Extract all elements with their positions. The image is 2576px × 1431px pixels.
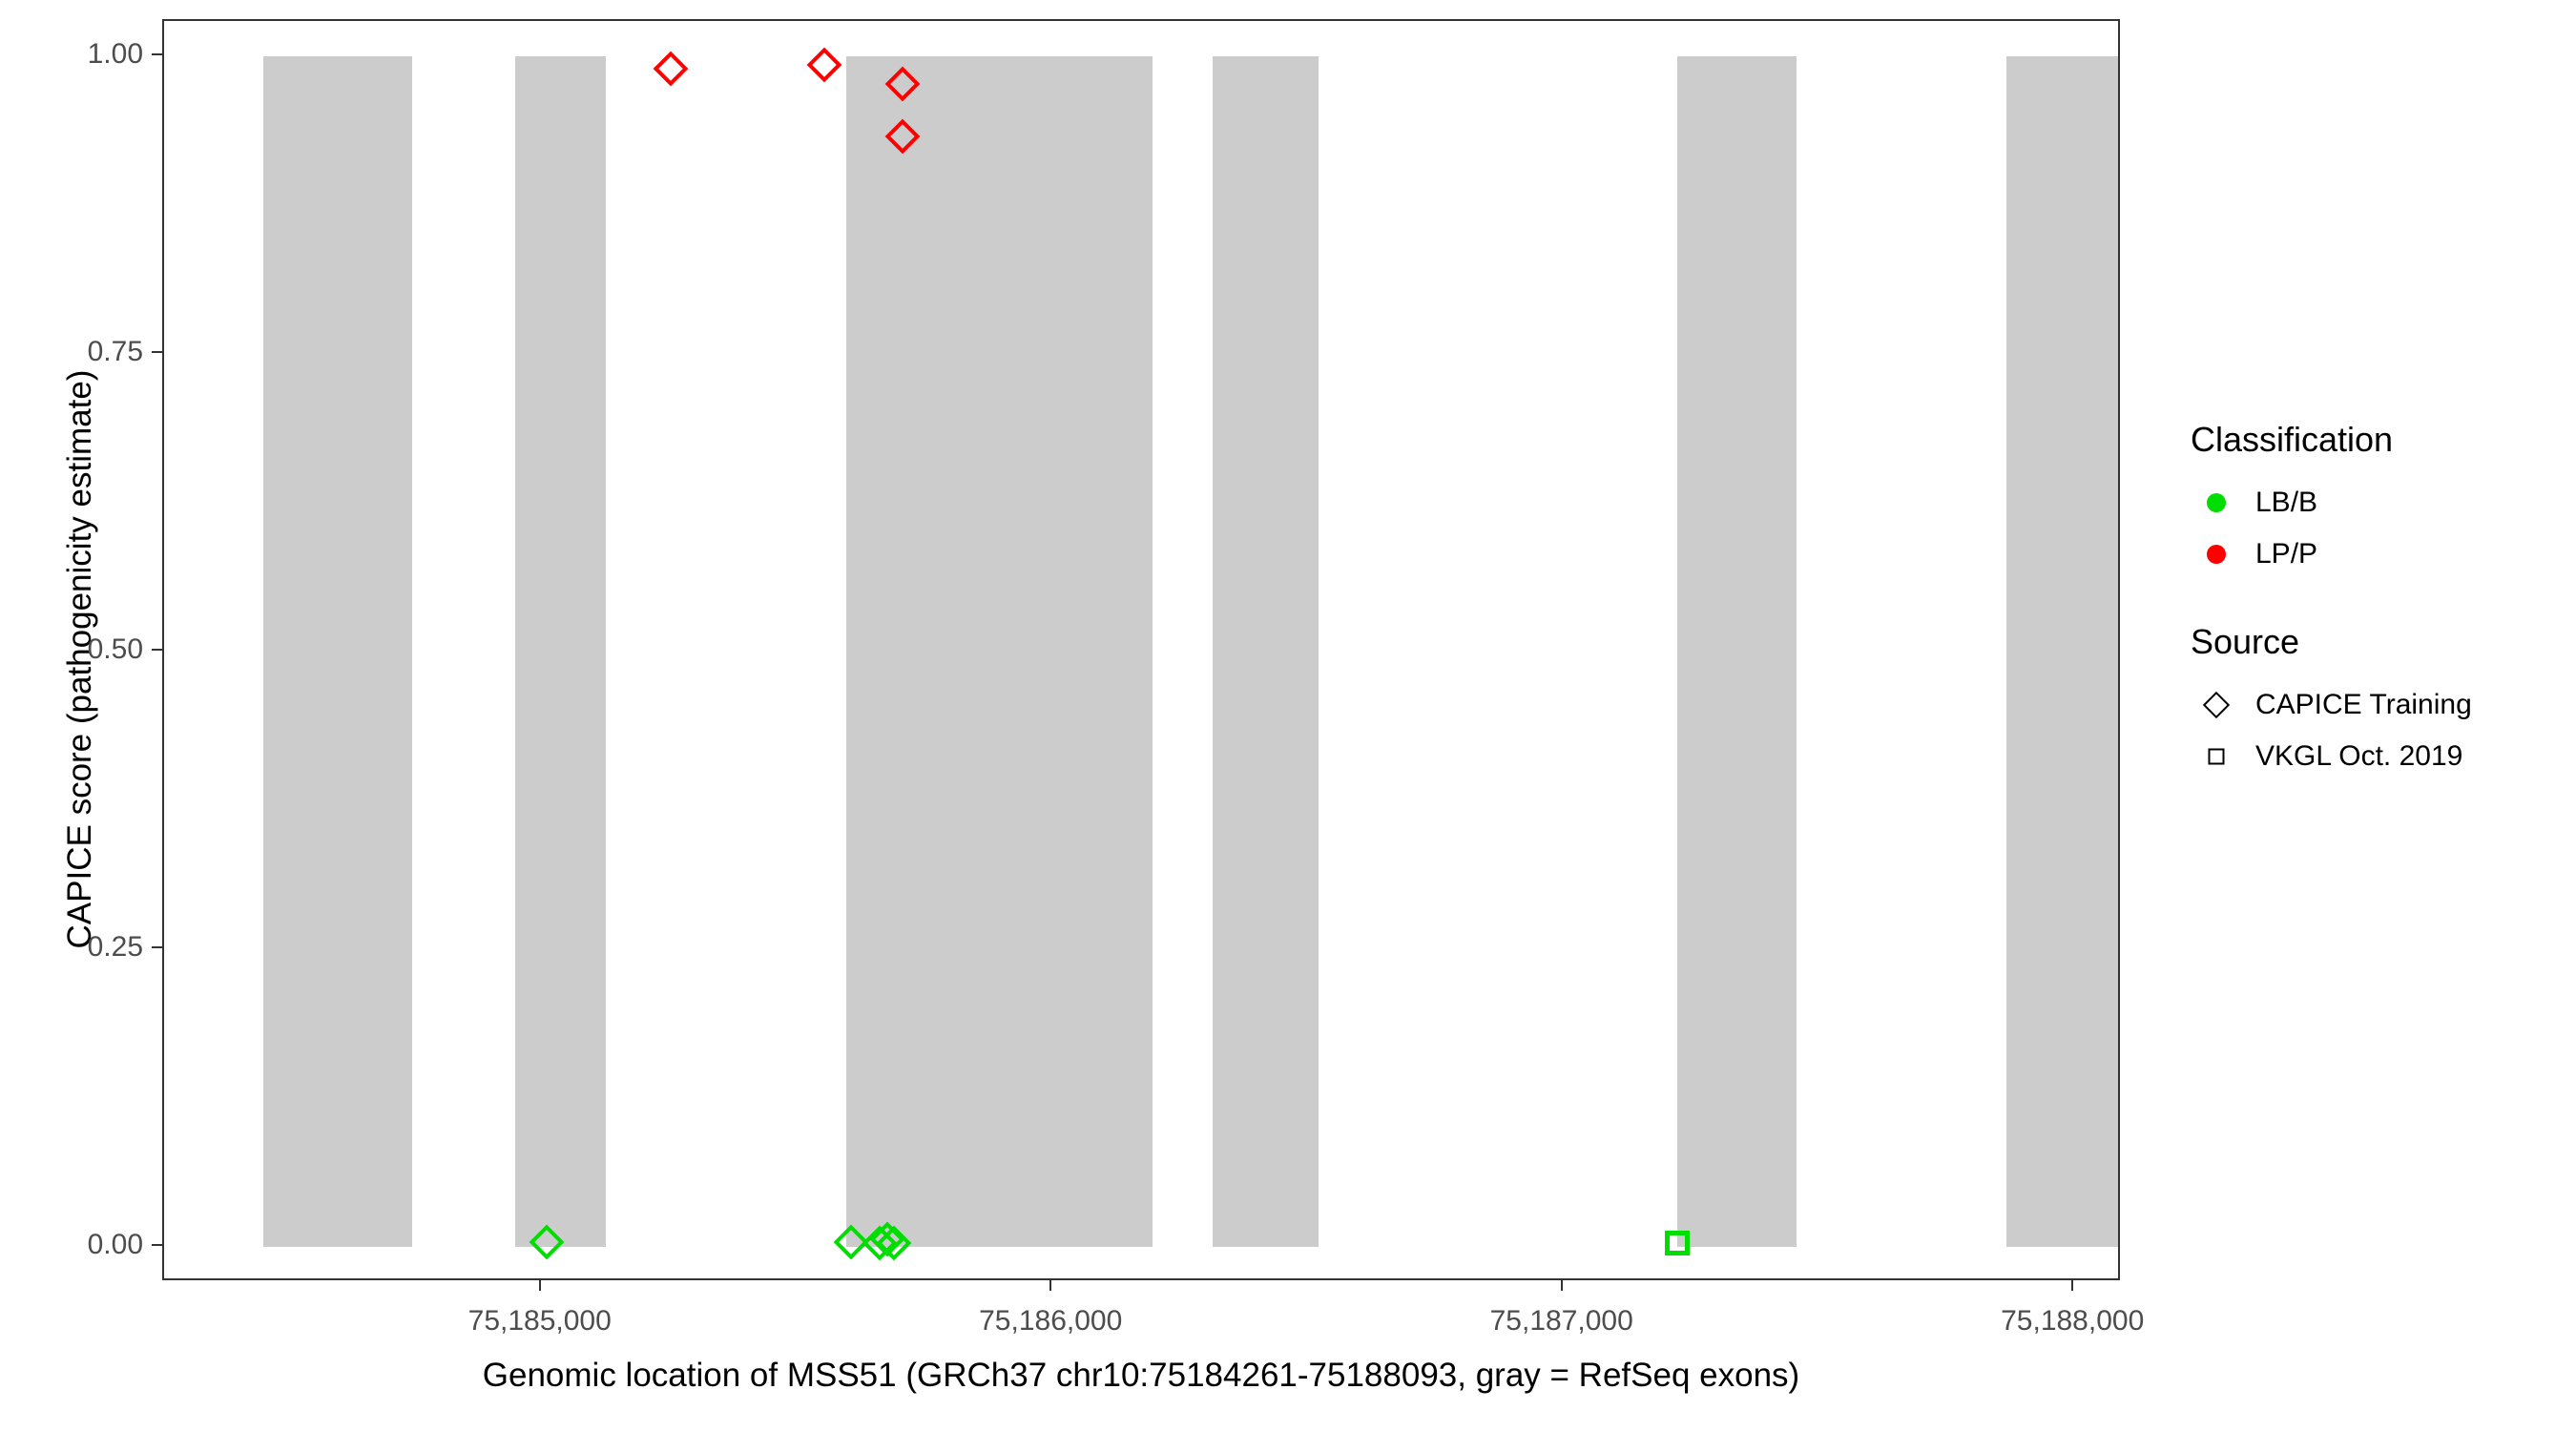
exon-rect: [1677, 56, 1797, 1247]
y-tick-mark: [152, 53, 162, 56]
data-point-square: [1664, 1230, 1690, 1255]
plot-panel: [162, 19, 2120, 1280]
dot-marker-icon: [2191, 477, 2242, 529]
exon-rect: [515, 56, 606, 1247]
x-tick-mark: [2071, 1280, 2074, 1291]
legend-source-row[interactable]: VKGL Oct. 2019: [2191, 731, 2572, 782]
y-tick-label: 0.75: [87, 336, 143, 368]
x-tick-mark: [1560, 1280, 1563, 1291]
exon-rect: [2005, 56, 2118, 1247]
y-tick-label: 0.50: [87, 633, 143, 665]
legend-source-label: CAPICE Training: [2255, 689, 2472, 720]
legend-group-classification: Classification LB/B LP/P: [2191, 420, 2572, 580]
legend-items-source: CAPICE Training VKGL Oct. 2019: [2191, 679, 2572, 782]
data-point-diamond: [653, 51, 689, 87]
x-tick-label: 75,188,000: [2001, 1305, 2145, 1337]
x-axis-title: Genomic location of MSS51 (GRCh37 chr10:…: [482, 1357, 1800, 1394]
legend-classification-row[interactable]: LP/P: [2191, 529, 2572, 580]
legend-items-classification: LB/B LP/P: [2191, 477, 2572, 580]
x-tick-label: 75,185,000: [467, 1305, 612, 1337]
legend-source-label: VKGL Oct. 2019: [2255, 740, 2463, 772]
exon-rect: [262, 56, 413, 1247]
exon-rect: [845, 56, 1153, 1247]
square-marker-icon: [2191, 731, 2242, 782]
diamond-marker-icon: [2191, 679, 2242, 731]
legend-title-source: Source: [2191, 622, 2300, 661]
exon-rect: [1213, 56, 1319, 1247]
legend-group-source: Source CAPICE Training VKGL Oct. 2019: [2191, 622, 2572, 782]
x-tick-mark: [1049, 1280, 1052, 1291]
y-tick-mark: [152, 1243, 162, 1246]
y-tick-mark: [152, 945, 162, 948]
legend: Classification LB/B LP/P Source CAPICE Tr…: [2191, 420, 2572, 824]
y-tick-label: 1.00: [87, 38, 143, 71]
x-tick-mark: [538, 1280, 541, 1291]
y-tick-mark: [152, 351, 162, 354]
dot-marker-icon: [2191, 529, 2242, 580]
legend-source-row[interactable]: CAPICE Training: [2191, 679, 2572, 731]
x-tick-label: 75,187,000: [1489, 1305, 1633, 1337]
x-tick-label: 75,186,000: [979, 1305, 1123, 1337]
legend-classification-label: LB/B: [2255, 487, 2318, 518]
y-tick-label: 0.25: [87, 930, 143, 963]
legend-classification-label: LP/P: [2255, 538, 2318, 570]
data-point-diamond: [806, 47, 842, 83]
legend-classification-row[interactable]: LB/B: [2191, 477, 2572, 529]
y-tick-label: 0.00: [87, 1228, 143, 1260]
y-tick-mark: [152, 649, 162, 651]
legend-title-classification: Classification: [2191, 420, 2394, 459]
